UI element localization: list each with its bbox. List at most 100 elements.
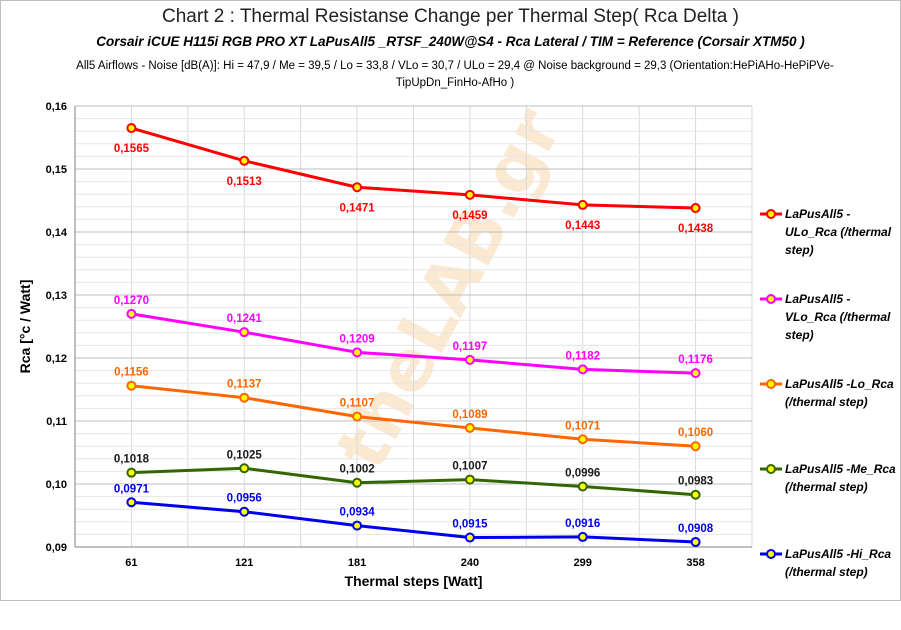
x-tick-label: 358 [686,557,704,569]
legend-marker [766,294,776,304]
data-point [352,477,363,488]
data-label: 0,0996 [565,468,600,480]
data-point [126,380,137,391]
chart-subtitle: Corsair iCUE H115i RGB PRO XT LaPusAll5 … [96,34,805,49]
data-label: 0,1176 [678,354,713,366]
legend-item: LaPusAll5 -Lo_Rca (/thermal step) [760,375,900,460]
x-axis-title: Thermal steps [Watt] [345,573,483,589]
chart-title: Chart 2 : Thermal Resistanse Change per … [162,6,739,27]
data-label: 0,1182 [565,350,600,362]
data-point [352,347,363,358]
data-point [239,327,250,338]
data-point [126,308,137,319]
data-label: 0,1107 [340,398,375,410]
data-label: 0,1443 [565,220,600,232]
series-line [131,500,696,544]
data-point [464,532,475,543]
data-point [239,463,250,474]
y-tick-label: 0,15 [46,164,67,176]
data-label: 0,1137 [227,379,262,391]
legend-label: LaPusAll5 -Hi_Rca (/thermal step) [785,547,892,579]
data-label: 0,0908 [678,523,714,535]
legend-label: LaPusAll5 -Me_Rca (/thermal step) [785,462,896,494]
data-point [577,434,588,445]
legend-item: LaPusAll5 - VLo_Rca (/thermal step) [760,290,900,375]
data-point [239,392,250,403]
legend-swatch [760,549,782,559]
data-label: 0,1007 [452,461,487,473]
data-point [126,467,137,478]
line-chart: theLAB.gr0,090,100,110,120,130,140,150,1… [17,95,753,589]
data-label: 0,1025 [227,449,263,461]
series-line [131,384,696,448]
legend-marker [766,549,776,559]
data-point [690,203,701,214]
data-point [577,364,588,375]
data-point [464,354,475,365]
x-tick-label: 299 [574,557,592,569]
y-tick-label: 0,09 [46,542,67,554]
data-label: 0,0956 [227,493,262,505]
data-label: 0,0934 [339,507,375,519]
data-label: 0,1018 [114,454,150,466]
data-label: 0,1270 [114,295,149,307]
data-label: 0,1459 [452,210,487,222]
chart-note: All5 Airflows - Noise [dB(A)]: Hi = 47,9… [76,60,834,89]
legend-marker [766,209,776,219]
data-point [464,189,475,200]
y-axis-title: Rca [°c / Watt] [17,280,33,374]
data-label: 0,1513 [227,176,262,188]
data-point [239,506,250,517]
data-label: 0,1471 [339,202,375,214]
x-tick-label: 240 [461,557,479,569]
y-tick-label: 0,13 [46,290,67,302]
y-tick-label: 0,11 [46,416,67,428]
data-label: 0,1071 [565,420,601,432]
legend-swatch [760,209,782,219]
data-label: 0,1209 [339,333,374,345]
data-point [690,368,701,379]
series-line [131,312,696,375]
data-point [577,199,588,210]
data-point [352,411,363,422]
legend-item: LaPusAll5 -Me_Rca (/thermal step) [760,460,900,545]
data-label: 0,1156 [114,367,149,379]
data-label: 0,1197 [453,341,488,353]
legend-swatch [760,464,782,474]
legend-item: LaPusAll5 -Hi_Rca (/thermal step) [760,545,900,630]
data-point [577,481,588,492]
legend-item: LaPusAll5 - ULo_Rca (/thermal step) [760,205,900,290]
data-point [239,155,250,166]
legend-label: LaPusAll5 - VLo_Rca (/thermal step) [785,292,891,342]
y-tick-label: 0,16 [46,101,67,113]
data-point [690,536,701,547]
data-label: 0,1241 [227,313,263,325]
x-tick-label: 121 [235,557,253,569]
data-label: 0,0916 [565,518,600,530]
data-label: 0,0915 [452,519,488,531]
data-point [464,422,475,433]
x-tick-label: 181 [348,557,366,569]
data-point [577,531,588,542]
legend-swatch [760,294,782,304]
legend: LaPusAll5 - ULo_Rca (/thermal step) LaPus… [760,205,900,630]
data-point [690,489,701,500]
data-point [690,441,701,452]
series-line [131,466,696,497]
data-label: 0,1565 [114,143,150,155]
data-label: 0,0983 [678,476,713,488]
data-point [464,474,475,485]
data-point [126,497,137,508]
y-tick-label: 0,10 [46,479,67,491]
data-label: 0,0971 [114,483,150,495]
data-label: 0,1089 [452,409,487,421]
data-label: 0,1438 [678,223,714,235]
data-point [352,182,363,193]
legend-marker [766,464,776,474]
series-line [130,126,696,210]
data-label: 0,1002 [339,464,374,476]
legend-label: LaPusAll5 -Lo_Rca (/thermal step) [785,377,894,409]
legend-label: LaPusAll5 - ULo_Rca (/thermal step) [785,207,892,257]
y-tick-label: 0,12 [46,353,67,365]
y-tick-label: 0,14 [46,227,68,239]
